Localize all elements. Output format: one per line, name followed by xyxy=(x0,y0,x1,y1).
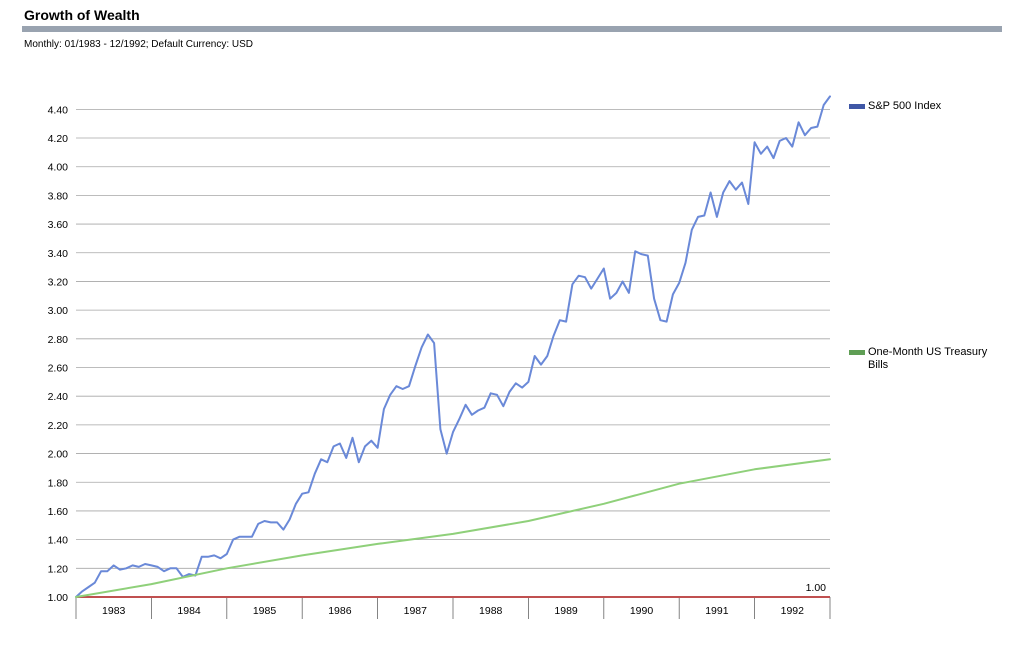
y-tick-label: 3.20 xyxy=(48,276,69,288)
y-tick-label: 1.40 xyxy=(48,535,69,547)
y-tick-label: 3.80 xyxy=(48,190,69,202)
y-tick-label: 3.60 xyxy=(48,219,69,231)
y-tick-label: 1.20 xyxy=(48,563,69,575)
x-tick-label: 1990 xyxy=(630,605,654,617)
y-tick-label: 1.00 xyxy=(48,592,69,604)
x-tick-label: 1991 xyxy=(705,605,729,617)
x-tick-label: 1987 xyxy=(404,605,428,617)
legend-swatch xyxy=(849,104,865,109)
x-axis: 1983 1984 1985 1986 1987 1988 1989 1990 1991 1992 xyxy=(75,597,831,619)
y-tick-label: 1.80 xyxy=(48,477,69,489)
x-tick-label: 1985 xyxy=(253,605,277,617)
y-tick-label: 2.40 xyxy=(48,391,69,403)
x-tick-label: 1989 xyxy=(554,605,578,617)
x-tick-label: 1986 xyxy=(328,605,352,617)
tbills-line xyxy=(75,458,831,598)
y-tick-label: 4.00 xyxy=(48,162,69,174)
x-tick-label: 1984 xyxy=(177,605,201,617)
x-tick-label: 1983 xyxy=(102,605,126,617)
legend-label: One-Month US Treasury xyxy=(868,346,988,358)
y-tick-label: 2.20 xyxy=(48,420,69,432)
y-tick-label: 2.00 xyxy=(48,449,69,461)
legend-swatch xyxy=(849,350,865,355)
y-axis: 1.00 1.20 1.40 1.60 1.80 2.00 2.20 2.40 2.60 2.80… xyxy=(48,104,69,604)
y-tick-label: 1.60 xyxy=(48,506,69,518)
baseline-label: 1.00 xyxy=(806,582,827,594)
y-tick-label: 2.80 xyxy=(48,334,69,346)
y-tick-label: 3.00 xyxy=(48,305,69,317)
title-divider xyxy=(22,26,1002,32)
y-tick-label: 4.20 xyxy=(48,133,69,145)
sp500-line xyxy=(75,95,831,598)
grid-lines xyxy=(76,108,830,598)
x-tick-label: 1988 xyxy=(479,605,503,617)
page-title: Growth of Wealth xyxy=(24,7,140,23)
series-lines: 1.00 xyxy=(75,95,831,598)
x-tick-label: 1992 xyxy=(781,605,805,617)
legend-label: S&P 500 Index xyxy=(868,100,942,112)
y-tick-label: 3.40 xyxy=(48,248,69,260)
y-tick-label: 4.40 xyxy=(48,104,69,116)
page-subtitle: Monthly: 01/1983 - 12/1992; Default Curr… xyxy=(24,39,254,50)
legend-label: Bills xyxy=(868,359,889,371)
y-tick-label: 2.60 xyxy=(48,363,69,375)
